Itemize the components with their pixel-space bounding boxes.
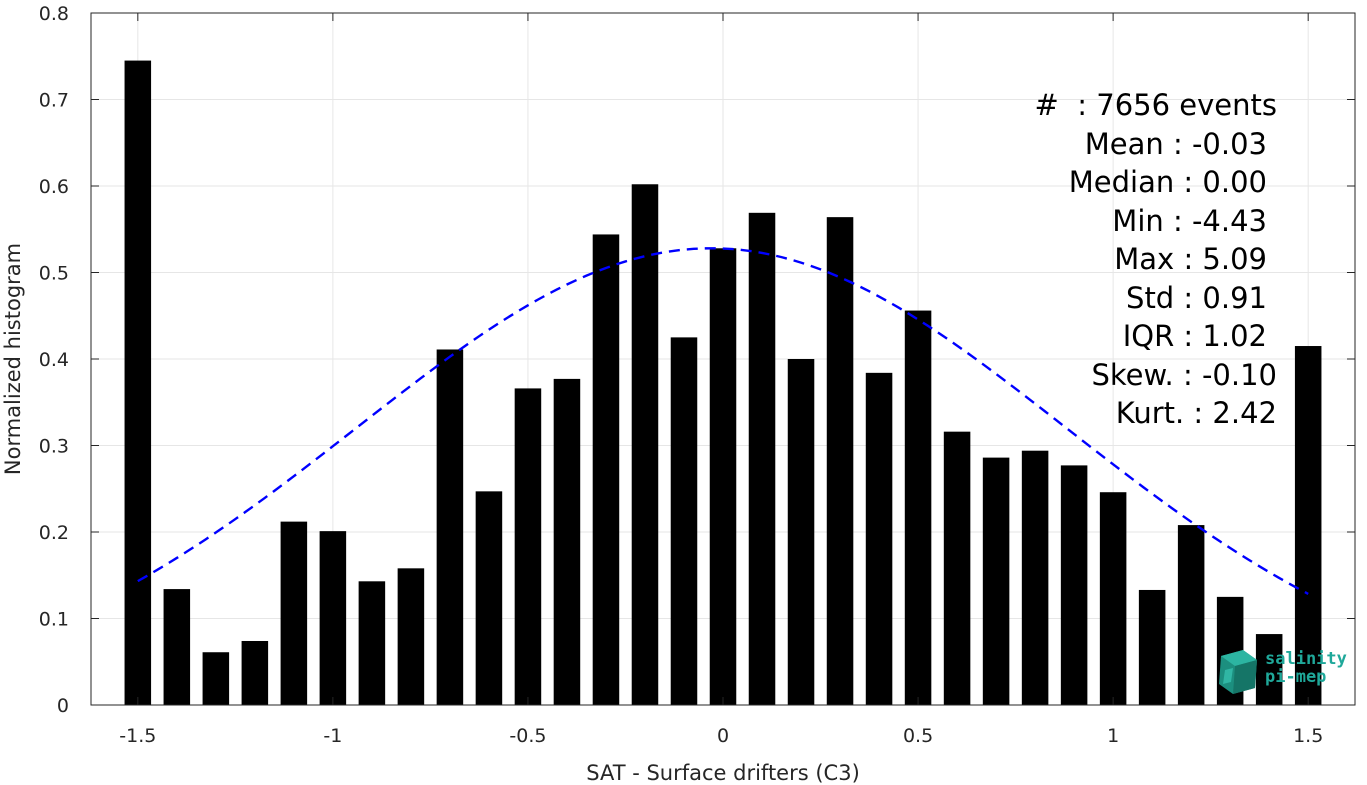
logo-text-line1: salinity xyxy=(1265,649,1347,669)
x-axis-label: SAT - Surface drifters (C3) xyxy=(586,761,860,785)
x-tick-label: 1 xyxy=(1107,725,1119,747)
stat-std: Std : 0.91 xyxy=(1126,280,1267,315)
y-tick-label: 0.6 xyxy=(39,176,69,198)
histogram-bar xyxy=(943,431,971,705)
histogram-bar xyxy=(748,212,776,705)
histogram-bar xyxy=(475,491,503,705)
histogram-bars xyxy=(124,60,1322,705)
histogram-bar xyxy=(826,217,854,705)
histogram-bar xyxy=(436,349,464,705)
histogram-bar xyxy=(982,457,1010,705)
histogram-bar xyxy=(631,184,659,705)
histogram-bar xyxy=(670,337,698,705)
histogram-bar xyxy=(319,531,347,705)
histogram-bar xyxy=(787,359,815,705)
stat-kurt: Kurt. : 2.42 xyxy=(1115,396,1277,430)
stat-min: Min : -4.43 xyxy=(1112,203,1267,238)
y-tick-label: 0.8 xyxy=(39,3,69,25)
histogram-bar xyxy=(709,248,737,705)
histogram-bar xyxy=(280,521,308,705)
x-tick-label: 0 xyxy=(717,725,729,747)
histogram-bar xyxy=(1099,492,1127,705)
histogram-bar xyxy=(358,581,386,705)
histogram-bar xyxy=(514,388,542,705)
histogram-bar xyxy=(1060,465,1088,705)
statistics-panel: # : 7656 events Mean : -0.03 Median : 0.… xyxy=(1035,86,1277,433)
y-tick-label: 0 xyxy=(57,695,69,717)
histogram-bar xyxy=(1294,346,1322,705)
stat-median: Median : 0.00 xyxy=(1068,165,1267,199)
y-tick-label: 0.3 xyxy=(39,436,69,458)
gaussian-fit-curve xyxy=(137,247,1309,595)
y-axis-label: Normalized histogram xyxy=(1,243,25,475)
histogram-bar xyxy=(124,60,152,705)
stat-iqr: IQR : 1.02 xyxy=(1122,319,1267,353)
y-tick-label: 0.7 xyxy=(39,90,69,112)
histogram-bar xyxy=(397,568,425,705)
salinity-pimep-logo: salinity pi-mep xyxy=(1217,648,1347,694)
axis-ticks: -1.5 -1 -0.5 0 0.5 1 1.5 0 0.1 0.2 0.3 0.4 0.5 0.6 0.7… xyxy=(39,3,1355,747)
histogram-bar xyxy=(553,378,581,705)
x-tick-label: -1 xyxy=(323,725,342,747)
x-tick-label: -1.5 xyxy=(119,725,156,747)
histogram-bar xyxy=(163,589,191,705)
histogram-bar xyxy=(1177,525,1205,705)
logo-cube-icon xyxy=(1219,650,1257,694)
x-tick-label: 0.5 xyxy=(903,725,933,747)
histogram-bar xyxy=(904,310,932,705)
x-tick-label: 1.5 xyxy=(1293,725,1323,747)
logo-text-line2: pi-mep xyxy=(1265,667,1327,687)
stat-max: Max : 5.09 xyxy=(1114,242,1267,276)
y-tick-label: 0.2 xyxy=(39,522,69,544)
histogram-bar xyxy=(202,652,230,705)
histogram-bar xyxy=(241,640,269,705)
histogram-bar xyxy=(1255,634,1283,705)
y-tick-label: 0.5 xyxy=(39,263,69,285)
histogram-bar xyxy=(592,234,620,705)
stat-mean: Mean : -0.03 xyxy=(1084,126,1267,161)
y-tick-label: 0.1 xyxy=(39,609,69,631)
histogram-bar xyxy=(1021,450,1049,705)
histogram-bar xyxy=(1138,589,1166,705)
stat-count: # : 7656 events xyxy=(1034,88,1277,122)
x-tick-label: -0.5 xyxy=(509,725,546,747)
y-tick-label: 0.4 xyxy=(39,349,69,371)
stat-skew: Skew. : -0.10 xyxy=(1091,357,1277,392)
histogram-bar xyxy=(865,372,893,705)
